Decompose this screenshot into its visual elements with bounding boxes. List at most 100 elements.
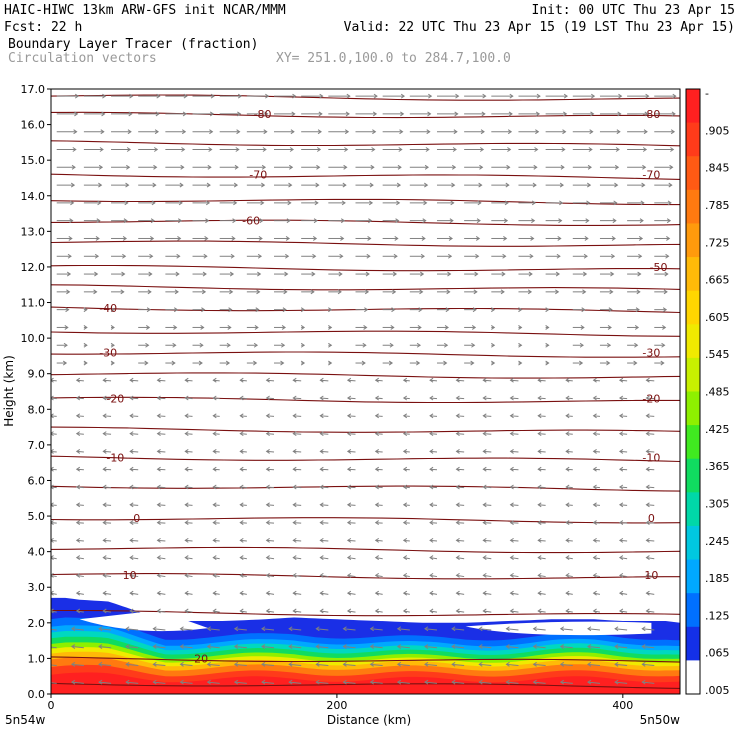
header-line2-right: Valid: 22 UTC Thu 23 Apr 15 (19 LST Thu … xyxy=(344,20,735,35)
vector-head xyxy=(265,520,270,525)
vector-head xyxy=(100,129,105,135)
vector-head xyxy=(374,520,380,525)
vector-head xyxy=(199,342,204,348)
vector-head xyxy=(156,413,161,419)
vector-head xyxy=(371,147,376,152)
vector-shaft xyxy=(566,415,573,417)
vector-head xyxy=(239,502,244,508)
vector-head xyxy=(95,236,100,241)
vector-head xyxy=(557,236,562,241)
vector-head xyxy=(292,466,297,472)
vector-head xyxy=(342,679,347,685)
vector-head xyxy=(152,679,157,685)
contour-label: -30 xyxy=(99,346,117,359)
vector-head xyxy=(280,360,285,366)
colorbar-swatch xyxy=(686,391,700,426)
vector-shaft xyxy=(646,433,655,435)
vector-head xyxy=(184,520,189,525)
vector-head xyxy=(592,502,597,508)
vector-shaft xyxy=(76,433,84,435)
vector-shaft xyxy=(261,681,275,684)
vector-head xyxy=(560,164,565,170)
vector-shaft xyxy=(207,646,220,649)
vector-head xyxy=(363,325,368,330)
vector-head xyxy=(426,129,431,135)
vector-head xyxy=(149,253,154,259)
vector-shaft xyxy=(103,450,112,453)
vector-head xyxy=(482,572,487,578)
vector-head xyxy=(128,111,133,117)
vector-head xyxy=(152,644,157,649)
vector-shaft xyxy=(185,433,193,435)
vector-shaft xyxy=(266,468,275,471)
vector-shaft xyxy=(619,539,628,542)
vector-head xyxy=(579,342,584,348)
vector-head xyxy=(125,644,130,649)
vector-head xyxy=(518,307,523,313)
vector-head xyxy=(663,289,668,295)
vector-shaft xyxy=(213,379,220,382)
vector-head xyxy=(592,572,597,578)
vector-head xyxy=(212,537,217,543)
vector-head xyxy=(70,182,76,188)
vector-head xyxy=(265,466,270,472)
vector-shaft xyxy=(347,522,356,524)
vector-head xyxy=(362,342,367,348)
vector-head xyxy=(402,448,408,454)
contour-line xyxy=(51,173,680,180)
vector-head xyxy=(424,644,429,649)
vector-head xyxy=(173,325,178,330)
vector-head xyxy=(482,520,487,525)
vector-head xyxy=(509,395,514,401)
vector-shaft xyxy=(185,557,193,560)
vector-head xyxy=(312,253,317,259)
vector-shaft xyxy=(266,415,275,417)
vector-shaft xyxy=(126,628,139,631)
vector-shaft xyxy=(347,450,356,453)
vector-shaft xyxy=(510,415,519,417)
vector-head xyxy=(365,271,370,277)
vector-head xyxy=(265,484,270,490)
vector-head xyxy=(429,448,434,454)
vector-shaft xyxy=(157,415,166,417)
vector-head xyxy=(537,413,542,419)
vector-head xyxy=(212,520,217,525)
vector-head xyxy=(239,466,244,472)
vector-head xyxy=(556,253,561,259)
vector-head xyxy=(664,271,669,277)
vector-head xyxy=(239,395,244,401)
vector-head xyxy=(318,111,323,117)
vector-shaft xyxy=(587,646,600,649)
vector-head xyxy=(210,93,215,99)
vector-head xyxy=(110,342,115,348)
vector-head xyxy=(102,537,107,543)
vector-head xyxy=(63,342,68,348)
vector-head xyxy=(239,520,244,525)
vector-shaft xyxy=(157,379,166,382)
vector-head xyxy=(374,608,380,614)
vector-shaft xyxy=(619,397,628,400)
vector-head xyxy=(156,555,161,560)
vector-head xyxy=(589,129,594,135)
vector-shaft xyxy=(213,415,220,417)
vector-head xyxy=(265,608,270,614)
vector-head xyxy=(261,679,266,685)
vector-head xyxy=(239,377,244,383)
vector-shaft xyxy=(510,468,519,471)
vector-head xyxy=(45,627,48,631)
vector-shaft xyxy=(456,468,465,471)
vector-head xyxy=(451,164,457,170)
vector-shaft xyxy=(207,663,220,667)
vector-head xyxy=(66,271,72,277)
vector-head xyxy=(537,377,542,383)
vector-head xyxy=(172,342,177,348)
vector-head xyxy=(343,164,348,170)
vector-head xyxy=(180,164,185,170)
vector-shaft xyxy=(510,379,519,382)
vector-shaft xyxy=(456,379,465,382)
vector-shaft xyxy=(213,397,220,400)
vector-head xyxy=(346,608,352,614)
vector-head xyxy=(633,360,638,366)
vector-head xyxy=(645,448,650,454)
vector-shaft xyxy=(185,504,193,506)
